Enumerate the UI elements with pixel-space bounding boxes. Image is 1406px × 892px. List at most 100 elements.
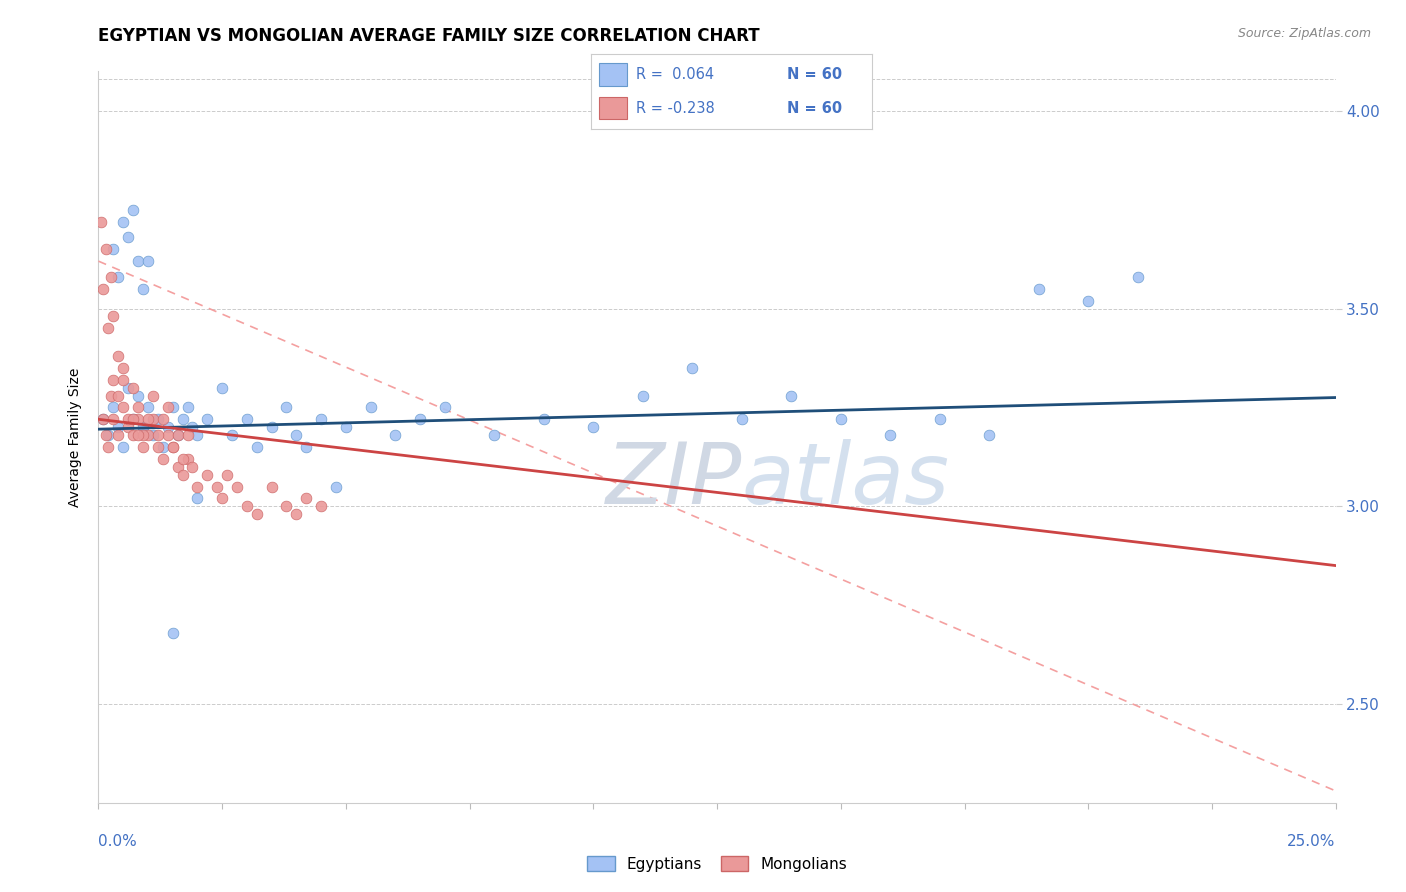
Point [484,428,506,442]
Point [122,428,145,442]
Point [117,230,139,244]
Point [309,500,332,514]
Point [295,440,318,454]
Text: R =  0.064: R = 0.064 [636,67,714,82]
Point [156,428,179,442]
Point [162,401,184,415]
Point [142,412,165,426]
Point [236,412,259,426]
Point [631,388,654,402]
Text: atlas: atlas [742,440,950,523]
Point [103,310,125,324]
Point [107,420,129,434]
Point [285,428,308,442]
Point [830,412,852,426]
Point [533,412,555,426]
Point [226,479,249,493]
Point [166,428,188,442]
Point [221,428,243,442]
Point [156,401,179,415]
Point [384,428,406,442]
Point [172,412,194,426]
Point [136,428,159,442]
Point [107,349,129,363]
Point [103,412,125,426]
Point [780,388,803,402]
Point [127,428,149,442]
Point [136,412,159,426]
Point [146,428,169,442]
Point [582,420,605,434]
Point [107,428,129,442]
Point [260,420,283,434]
Text: 0.0%: 0.0% [98,834,138,849]
Bar [599,96,627,120]
Point [276,500,298,514]
Point [136,254,159,268]
Point [260,479,283,493]
Point [172,467,194,482]
Point [195,467,218,482]
Point [127,412,149,426]
Point [1126,269,1149,284]
Point [132,420,155,434]
Point [97,321,120,335]
Point [93,282,115,296]
Point [90,214,112,228]
Point [97,428,120,442]
Point [325,479,347,493]
Point [127,388,149,402]
Point [136,401,159,415]
Point [276,401,298,415]
Point [176,401,198,415]
Point [100,388,122,402]
Point [217,467,239,482]
Point [117,420,139,434]
Point [360,401,382,415]
Point [112,214,135,228]
Point [681,360,703,375]
Point [103,401,125,415]
Point [409,412,432,426]
Point [162,440,184,454]
Point [122,412,145,426]
Point [433,401,456,415]
Point [166,459,188,474]
Point [100,269,122,284]
Point [142,428,165,442]
Point [166,428,188,442]
Text: N = 60: N = 60 [787,101,842,116]
Point [928,412,950,426]
Point [246,507,269,521]
Point [186,479,208,493]
Point [146,440,169,454]
Point [879,428,901,442]
Point [132,428,155,442]
Point [93,412,115,426]
Point [146,412,169,426]
Y-axis label: Average Family Size: Average Family Size [69,368,83,507]
Point [132,282,155,296]
Point [176,428,198,442]
Point [246,440,269,454]
Point [112,373,135,387]
Point [94,428,117,442]
Point [156,420,179,434]
Point [122,412,145,426]
Point [236,500,259,514]
Point [309,412,332,426]
Point [979,428,1001,442]
Point [181,459,204,474]
Point [94,242,117,256]
Point [162,625,184,640]
Point [117,412,139,426]
Point [127,401,149,415]
Point [186,428,208,442]
Point [97,440,120,454]
Point [181,420,204,434]
Point [731,412,754,426]
Point [117,381,139,395]
Point [186,491,208,506]
Point [127,254,149,268]
Point [335,420,357,434]
